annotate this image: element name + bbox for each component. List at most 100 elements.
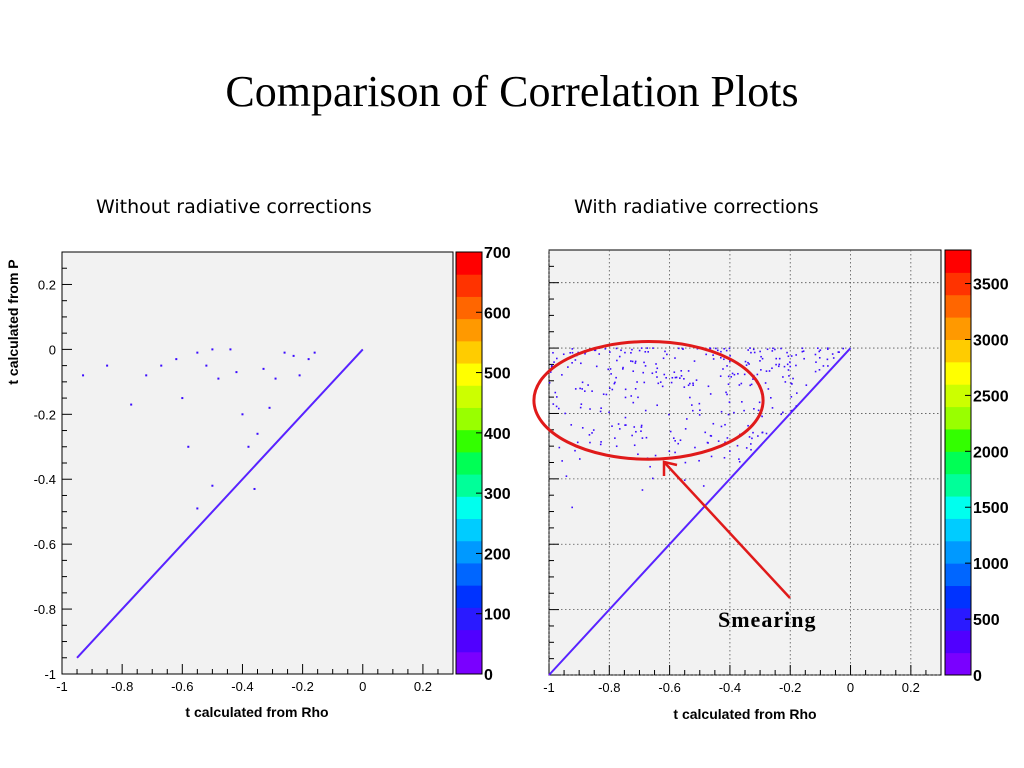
colorbar-tick-label: 3500 (973, 277, 1009, 294)
data-point (607, 368, 610, 371)
x-tick-label: -0.6 (658, 680, 680, 695)
colorbar-segment (945, 250, 971, 273)
data-point (631, 360, 634, 363)
data-point (217, 377, 220, 380)
data-point (644, 350, 647, 353)
data-point (571, 348, 574, 350)
data-point (609, 351, 611, 353)
x-tick-label: -0.4 (231, 679, 253, 694)
data-point (674, 376, 677, 379)
data-point (160, 364, 163, 367)
data-point (671, 376, 674, 379)
data-point (651, 372, 654, 375)
data-point (106, 364, 109, 367)
data-point (738, 458, 740, 460)
data-point (748, 363, 750, 365)
data-point (561, 374, 563, 376)
data-point (719, 356, 722, 359)
data-point (814, 370, 817, 373)
colorbar-tick-label: 3000 (973, 332, 1009, 349)
data-point (777, 365, 780, 368)
data-point (750, 448, 752, 451)
data-point (726, 393, 728, 396)
data-point (698, 414, 701, 416)
data-point (552, 351, 554, 354)
colorbar-segment (456, 496, 482, 520)
colorbar-segment (945, 607, 971, 631)
colorbar-tick-label: 100 (484, 607, 511, 624)
diagonal-band-detail (76, 349, 364, 659)
data-point (681, 347, 684, 350)
data-point (624, 388, 627, 391)
data-point (634, 362, 637, 364)
smearing-arrow-head (662, 460, 678, 476)
data-point (729, 450, 731, 452)
colorbar-segment (456, 651, 482, 675)
data-point (581, 427, 584, 429)
data-point (722, 368, 724, 370)
data-point (181, 397, 184, 400)
colorbar-segment (945, 406, 971, 430)
data-point (710, 455, 713, 458)
data-point (564, 412, 566, 415)
data-point (633, 444, 636, 447)
colorbar-segment (945, 585, 971, 609)
data-point (709, 347, 711, 349)
data-point (656, 367, 659, 370)
colorbar-tick-label: 1000 (973, 556, 1009, 573)
data-point (644, 409, 647, 412)
colorbar-tick-label: 200 (484, 546, 511, 563)
data-point (262, 367, 265, 370)
data-point (651, 477, 654, 480)
data-point (241, 413, 244, 416)
data-point (707, 385, 710, 388)
data-point (579, 387, 581, 390)
data-point (196, 507, 199, 510)
colorbar-segment (456, 629, 482, 653)
data-point (631, 348, 633, 351)
data-point (719, 375, 722, 377)
data-point (831, 353, 834, 355)
data-point (620, 349, 622, 352)
data-point (552, 403, 555, 405)
data-point (679, 377, 681, 379)
colorbar-segment (945, 272, 971, 296)
data-point (641, 489, 644, 491)
data-point (801, 347, 804, 350)
data-point (760, 369, 762, 371)
data-point (728, 347, 731, 350)
colorbar-segment (456, 562, 482, 586)
data-point (738, 384, 741, 386)
data-point (605, 393, 608, 396)
data-point (792, 377, 794, 380)
data-point (789, 361, 791, 363)
data-point (593, 349, 596, 352)
data-point (691, 404, 693, 406)
x-tick-label: -0.6 (171, 679, 193, 694)
data-point (624, 416, 627, 419)
data-point (283, 351, 286, 354)
colorbar-tick-label: 1500 (973, 500, 1009, 517)
data-point (655, 363, 657, 365)
data-point (580, 362, 582, 365)
data-point (693, 360, 696, 362)
data-point (187, 445, 190, 448)
data-point (130, 403, 133, 406)
data-point (614, 381, 616, 384)
data-point (668, 413, 670, 416)
data-point (313, 351, 316, 354)
data-point (647, 351, 650, 353)
colorbar-segment (945, 652, 971, 676)
data-point (827, 347, 829, 349)
data-point (634, 360, 637, 363)
data-point (729, 360, 731, 363)
data-point (274, 377, 277, 380)
colorbar-segment (945, 428, 971, 452)
data-point (656, 376, 658, 378)
colorbar-segment (456, 451, 482, 475)
data-point (723, 456, 726, 459)
data-point (712, 358, 715, 360)
data-point (709, 393, 712, 395)
data-point (579, 406, 582, 409)
data-point (677, 442, 679, 445)
